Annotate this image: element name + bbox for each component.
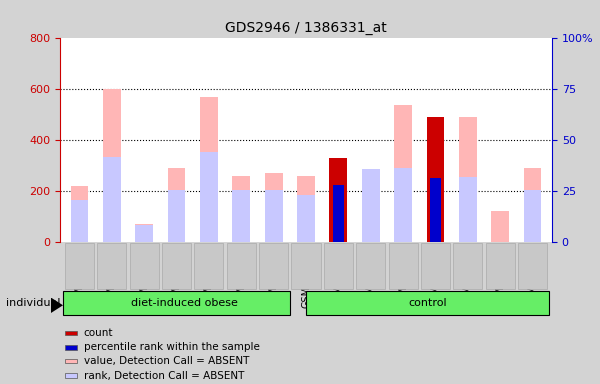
FancyBboxPatch shape [324,243,353,289]
Bar [524,168,541,242]
FancyBboxPatch shape [162,243,191,289]
Bar [430,178,441,242]
Bar [135,224,153,242]
Bar [333,185,344,242]
Title: GDS2946 / 1386331_at: GDS2946 / 1386331_at [225,21,387,35]
Bar [65,345,77,349]
Bar [491,212,509,242]
Polygon shape [51,298,63,313]
Bar [200,152,218,242]
Text: control: control [408,298,446,308]
FancyBboxPatch shape [97,243,127,289]
Bar [459,177,477,242]
Text: count: count [84,328,113,338]
Bar [524,190,541,242]
FancyBboxPatch shape [63,291,290,316]
FancyBboxPatch shape [306,291,549,316]
Text: rank, Detection Call = ABSENT: rank, Detection Call = ABSENT [84,371,244,381]
Bar [200,97,218,242]
Bar [394,168,412,242]
FancyBboxPatch shape [259,243,288,289]
Bar [232,176,250,242]
Bar [265,173,283,242]
Bar [71,200,88,242]
Bar [265,190,283,242]
Bar [65,359,77,363]
Bar [65,373,77,378]
Bar [135,225,153,242]
Bar [427,177,445,242]
Bar [297,176,315,242]
FancyBboxPatch shape [65,243,94,289]
FancyBboxPatch shape [421,243,450,289]
Text: individual: individual [6,298,61,308]
FancyBboxPatch shape [292,243,320,289]
Text: diet-induced obese: diet-induced obese [131,298,238,308]
FancyBboxPatch shape [453,243,482,289]
FancyBboxPatch shape [356,243,385,289]
FancyBboxPatch shape [485,243,515,289]
FancyBboxPatch shape [389,243,418,289]
Bar [362,184,380,242]
Bar [297,195,315,242]
FancyBboxPatch shape [194,243,223,289]
Bar [232,190,250,242]
Bar [65,331,77,335]
FancyBboxPatch shape [130,243,159,289]
Bar [71,186,88,242]
Bar [167,168,185,242]
Bar [167,190,185,242]
Bar [459,117,477,242]
Bar [103,89,121,242]
Text: percentile rank within the sample: percentile rank within the sample [84,342,260,353]
Bar [427,117,445,242]
Text: value, Detection Call = ABSENT: value, Detection Call = ABSENT [84,356,249,366]
Bar [362,169,380,242]
Bar [103,157,121,242]
FancyBboxPatch shape [518,243,547,289]
Bar [329,158,347,242]
FancyBboxPatch shape [227,243,256,289]
Bar [394,104,412,242]
